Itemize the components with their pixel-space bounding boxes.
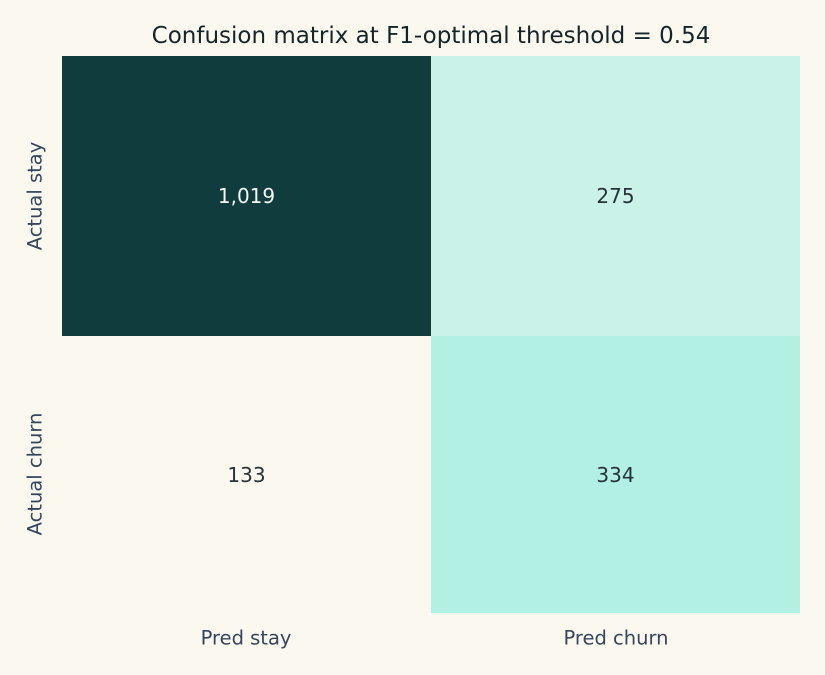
cell-value: 275 — [596, 184, 635, 208]
y-tick-label-actual-stay: Actual stay — [23, 141, 47, 251]
cell-value: 133 — [227, 462, 266, 487]
heatmap-cell-actual-churn-pred-churn: 334 — [431, 336, 800, 613]
y-tick-label-actual-churn: Actual churn — [23, 412, 47, 536]
x-tick-label-pred-churn: Pred churn — [563, 626, 669, 650]
cell-value: 1,019 — [217, 184, 276, 208]
x-tick-label-pred-stay: Pred stay — [200, 626, 292, 650]
heatmap-cell-actual-stay-pred-churn: 275 — [431, 56, 800, 336]
heatmap-cell-actual-churn-pred-stay: 133 — [62, 336, 431, 613]
chart-title: Confusion matrix at F1-optimal threshold… — [151, 23, 711, 49]
cell-value: 334 — [596, 462, 635, 487]
heatmap-grid: 1,019 275 133 334 — [62, 56, 800, 613]
heatmap-cell-actual-stay-pred-stay: 1,019 — [62, 56, 431, 336]
